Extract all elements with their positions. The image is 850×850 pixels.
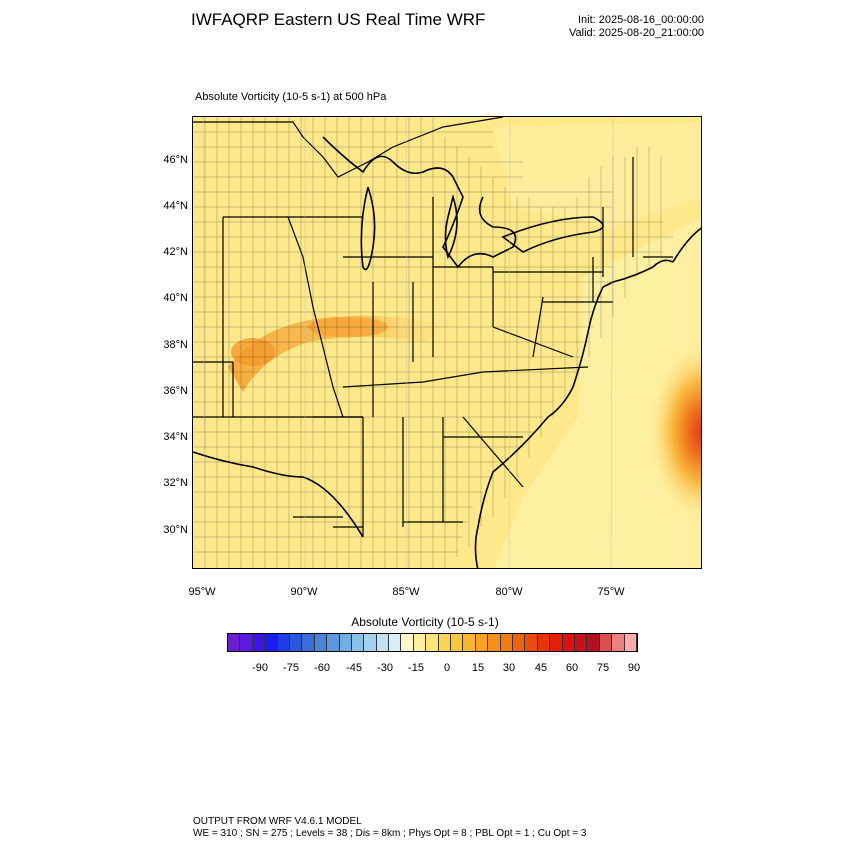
colorbar-box (624, 634, 637, 651)
colorbar-box (438, 634, 452, 651)
lat-label: 30°N (163, 524, 188, 536)
lat-label: 34°N (163, 431, 188, 443)
colorbar-box (550, 634, 563, 651)
colorbar-box (599, 634, 613, 651)
colorbar-box (612, 634, 625, 651)
colorbar-box (339, 634, 352, 651)
graticule (202, 117, 614, 568)
colorbar-tick-label: -30 (377, 662, 393, 674)
colorbar-box (314, 634, 328, 651)
lon-label: 80°W (495, 586, 523, 598)
lat-label: 44°N (163, 200, 188, 212)
lat-label: 38°N (163, 339, 188, 351)
colorbar-tick-label: 90 (627, 662, 641, 674)
lat-label: 42°N (163, 246, 188, 258)
main-title: IWFAQRP Eastern US Real Time WRF (191, 10, 486, 29)
lat-label: 36°N (163, 385, 188, 397)
colorbar-box (401, 634, 414, 651)
colorbar-box (451, 634, 464, 651)
colorbar-tick-label: 15 (471, 662, 485, 674)
colorbar-tick-label: -75 (283, 662, 299, 674)
lon-label: 85°W (392, 586, 420, 598)
lon-label: 95°W (188, 586, 216, 598)
colorbar-box (265, 634, 278, 651)
footer-model-line: OUTPUT FROM WRF V4.6.1 MODEL (193, 816, 362, 827)
ocean-region (493, 218, 701, 568)
colorbar-tick-label: 0 (443, 662, 451, 674)
colorbar-box (277, 634, 290, 651)
state-borders (193, 117, 673, 537)
colorbar-box (389, 634, 402, 651)
colorbar-box (512, 634, 526, 651)
vorticity-band (228, 315, 453, 392)
valid-time-label: Valid: 2025-08-20_21:00:00 (569, 27, 704, 39)
colorbar-box (289, 634, 303, 651)
colorbar-tick-label: -60 (314, 662, 330, 674)
colorbar-tick-label: 30 (502, 662, 516, 674)
colorbar-box (327, 634, 340, 651)
colorbar-box (475, 634, 489, 651)
lat-label: 32°N (163, 477, 188, 489)
colorbar-box (252, 634, 266, 651)
lat-label: 46°N (163, 154, 188, 166)
colorbar-box (463, 634, 476, 651)
colorbar-box (302, 634, 315, 651)
map-panel (192, 116, 702, 569)
lon-label: 75°W (597, 586, 625, 598)
colorbar-box (488, 634, 501, 651)
colorbar-tick-label: -45 (346, 662, 362, 674)
colorbar-box (525, 634, 538, 651)
colorbar-box (413, 634, 427, 651)
colorbar-title: Absolute Vorticity (10-5 s-1) (351, 615, 499, 629)
colorbar-tick-label: -15 (408, 662, 424, 674)
colorbar-box (562, 634, 575, 651)
lat-label: 40°N (163, 292, 188, 304)
colorbar-box (587, 634, 600, 651)
colorbar-box (240, 634, 253, 651)
coastlines-and-lakes (193, 136, 701, 568)
vorticity-map (193, 117, 701, 568)
footer-config-line: WE = 310 ; SN = 275 ; Levels = 38 ; Dis … (193, 828, 587, 839)
colorbar-box (364, 634, 377, 651)
hurricane-vorticity-max (648, 342, 701, 522)
colorbar-tick-label: 45 (534, 662, 548, 674)
colorbar-tick-label: 75 (596, 662, 610, 674)
field-title: Absolute Vorticity (10-5 s-1) at 500 hPa (195, 91, 387, 103)
county-grid (193, 117, 673, 568)
colorbar-box (228, 634, 241, 651)
colorbar-box (574, 634, 588, 651)
colorbar-box (351, 634, 365, 651)
colorbar-box (537, 634, 551, 651)
colorbar (227, 633, 638, 652)
init-time-label: Init: 2025-08-16_00:00:00 (578, 14, 704, 26)
colorbar-tick-label: -90 (252, 662, 268, 674)
lon-label: 90°W (290, 586, 318, 598)
colorbar-box (376, 634, 390, 651)
colorbar-box (426, 634, 439, 651)
colorbar-tick-label: 60 (565, 662, 579, 674)
colorbar-box (500, 634, 513, 651)
